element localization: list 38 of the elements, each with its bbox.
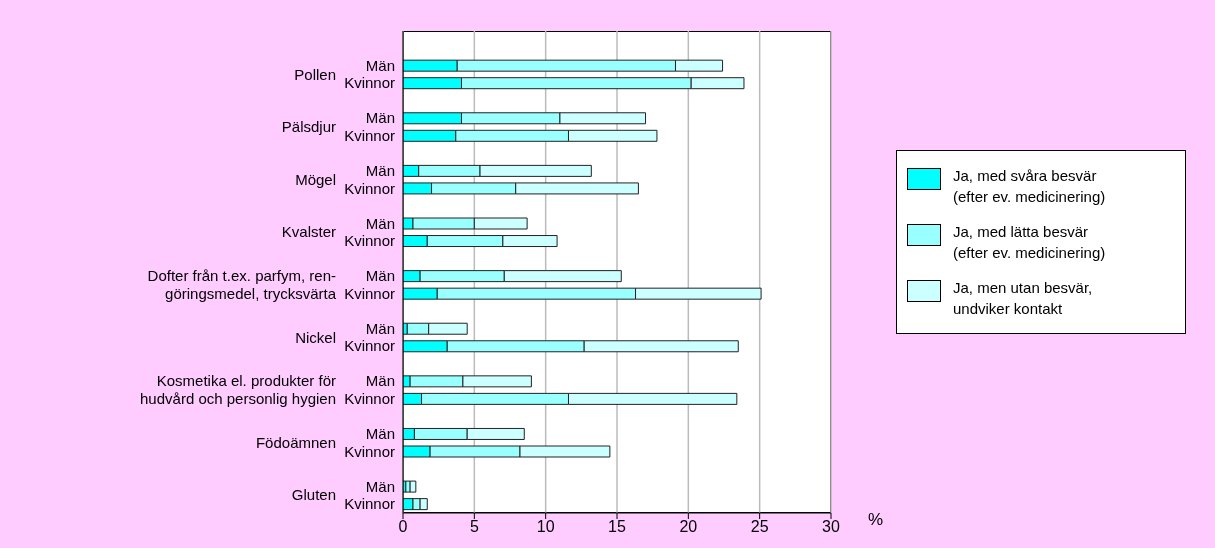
legend-label: Ja, men utan besvär, undviker kontakt	[953, 278, 1093, 319]
text: Mögel	[295, 170, 336, 188]
y-tick-label: Kvinnor	[344, 337, 395, 355]
x-tick-label: 25	[750, 518, 769, 536]
y-tick-label: Män	[365, 162, 395, 179]
y-tick-label: Män	[365, 109, 395, 127]
y-tick-label: Kvinnor	[344, 390, 395, 407]
x-tick-label: 10	[536, 518, 555, 536]
x-tick-label: 15	[608, 518, 626, 536]
y-tick-label: Män	[365, 56, 395, 74]
y-tick-label: Kvinnor	[344, 442, 395, 460]
text: Dofter från t.ex. parfym, ren- göringsmedel, trycksvärta	[147, 267, 337, 302]
text: Kosmetika el. produkter för hudvård och personlig hygien	[140, 372, 336, 408]
x-tick-label: 0	[398, 518, 408, 536]
x-tick-label: 5	[469, 518, 479, 536]
y-tick-label: Män	[365, 372, 395, 390]
y-tick-label: Kvinnor	[344, 74, 395, 92]
x-axis-title: %	[868, 510, 884, 530]
y-tick-label: Män	[365, 477, 395, 495]
y-tick-label: Kvinnor	[344, 232, 395, 250]
y-tick-label: Kvinnor	[344, 495, 395, 513]
y-tick-label: Kvinnor	[344, 126, 395, 144]
text: Nickel	[295, 328, 336, 346]
text: Pälsdjur	[281, 118, 336, 136]
y-tick-label: Män	[365, 319, 395, 337]
y-tick-label: Män	[365, 267, 395, 285]
x-tick-label: 30	[822, 518, 840, 536]
y-tick-label: Män	[365, 214, 395, 232]
text: Kvalster	[281, 223, 336, 241]
y-tick-label: Kvinnor	[344, 179, 395, 197]
text: Födoämnen	[255, 433, 336, 451]
legend-label: Ja, med lätta besvär (efter ev. medicinering)	[953, 222, 1106, 263]
legend-label: Ja, med svåra besvär (efter ev. medicinering)	[953, 166, 1106, 207]
y-tick-label: Män	[365, 425, 395, 443]
text: Gluten	[291, 486, 336, 504]
x-tick-label: 20	[679, 518, 698, 536]
text: Pollen	[294, 65, 336, 83]
y-tick-label: Kvinnor	[344, 284, 395, 302]
